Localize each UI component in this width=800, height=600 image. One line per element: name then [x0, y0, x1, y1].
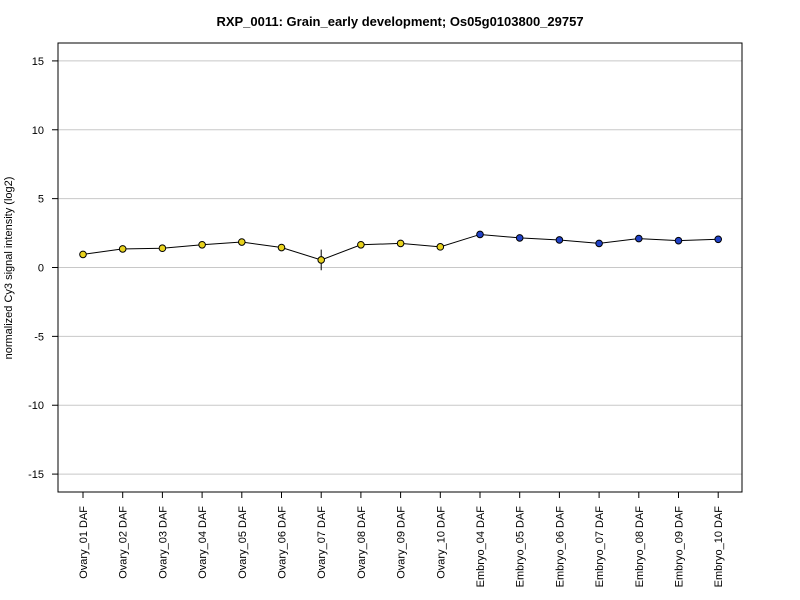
data-point [635, 234, 643, 243]
data-point [476, 230, 484, 239]
x-axis: Ovary_01 DAF Ovary_02 DAF Ovary_03 DAF Ovar… [78, 492, 725, 587]
x-tick-label: Embryo_08 DAF [634, 506, 646, 588]
y-axis-label: normalized Cy3 signal intensity (log2) [3, 177, 15, 360]
x-tick-label: Ovary_03 DAF [157, 506, 169, 579]
x-tick-label: Ovary_08 DAF [356, 506, 368, 579]
x-tick-label: Ovary_05 DAF [237, 506, 249, 579]
x-tick-label: Ovary_01 DAF [78, 506, 90, 579]
y-tick-label: 10 [32, 125, 44, 137]
x-tick-label: Embryo_10 DAF [713, 506, 725, 588]
data-point [238, 238, 246, 246]
x-tick-label: Ovary_10 DAF [435, 506, 447, 579]
y-tick-label: -15 [28, 469, 44, 481]
data-point [277, 243, 286, 252]
data-point [158, 244, 167, 253]
data-point [396, 239, 405, 248]
x-tick-label: Ovary_09 DAF [396, 506, 408, 579]
y-tick-label: -10 [28, 400, 44, 412]
y-axis: 15 10 5 0 -5 -10 -15 [28, 56, 58, 481]
x-tick-label: Embryo_07 DAF [594, 506, 606, 588]
data-point [714, 235, 723, 244]
x-tick-label: Ovary_07 DAF [316, 506, 328, 579]
data-point [118, 245, 127, 253]
chart-title: RXP_0011: Grain_early development; Os05g… [216, 14, 583, 29]
x-tick-label: Embryo_09 DAF [674, 506, 686, 588]
grid [58, 60, 742, 475]
data-point [555, 236, 564, 244]
x-tick-label: Embryo_06 DAF [554, 506, 566, 588]
data-point [674, 236, 683, 245]
x-tick-label: Ovary_02 DAF [118, 506, 130, 579]
data-point [436, 243, 445, 251]
series [79, 230, 723, 271]
data-point [357, 240, 365, 249]
y-tick-label: 5 [38, 194, 44, 206]
data-point [317, 256, 326, 264]
y-tick-label: -5 [34, 331, 44, 343]
x-tick-label: Embryo_04 DAF [475, 506, 487, 588]
data-point [515, 234, 524, 242]
data-point [79, 250, 87, 259]
x-tick-label: Ovary_04 DAF [197, 506, 209, 579]
y-tick-label: 0 [38, 263, 44, 275]
data-point [595, 239, 603, 248]
x-tick-label: Embryo_05 DAF [515, 506, 527, 588]
data-point [198, 240, 206, 249]
x-tick-label: Ovary_06 DAF [277, 506, 289, 579]
y-tick-label: 15 [32, 56, 44, 68]
